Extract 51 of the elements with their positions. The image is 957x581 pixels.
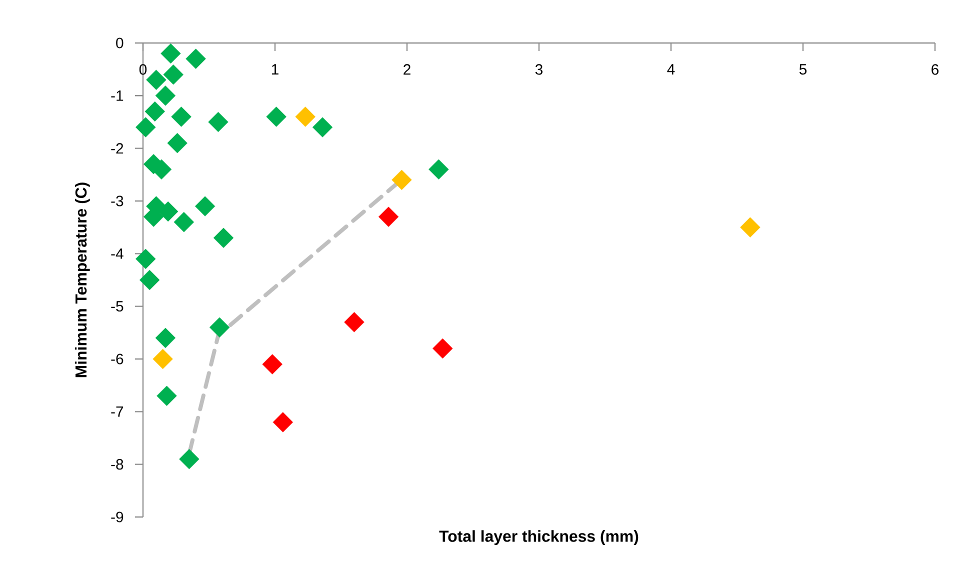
point (146, 70, 166, 90)
point (152, 348, 173, 370)
y-tick-label: -3 (111, 196, 124, 206)
point (740, 217, 760, 238)
x-tick-label: 2 (404, 64, 410, 75)
point (378, 206, 399, 227)
point (194, 196, 216, 216)
point (344, 312, 364, 332)
point (155, 328, 176, 348)
point (136, 248, 156, 270)
y-tick-label: -7 (111, 406, 124, 417)
point (392, 170, 412, 190)
y-tick-label: -2 (111, 143, 124, 154)
point (262, 354, 282, 374)
x-tick-label: 3 (535, 64, 542, 75)
x-tick-label: 5 (799, 64, 807, 75)
y-axis-title: Minimum Temperature (C) (74, 182, 90, 378)
point (312, 117, 333, 138)
point (136, 117, 156, 138)
y-tick-label: -9 (111, 512, 124, 522)
point (272, 412, 294, 432)
point (213, 228, 234, 248)
point (156, 386, 177, 406)
x-tick-label: 6 (932, 64, 939, 75)
point (144, 101, 165, 122)
point (179, 448, 200, 470)
point (432, 338, 453, 359)
point (428, 159, 449, 180)
y-tick-label: -4 (111, 248, 124, 259)
y-tick-label: -8 (111, 459, 124, 470)
y-tick-label: -5 (111, 301, 124, 312)
point (155, 86, 176, 106)
point (208, 112, 228, 132)
point (266, 106, 286, 127)
y-tick-label: -6 (111, 354, 124, 364)
x-tick-label: 4 (667, 64, 675, 74)
x-tick-label: 1 (272, 64, 278, 74)
y-tick-label: 0 (116, 38, 124, 48)
point (158, 201, 178, 222)
point (140, 270, 160, 290)
point (171, 106, 192, 127)
point (160, 43, 181, 64)
y-tick-label: -1 (111, 90, 124, 101)
point (186, 48, 206, 69)
x-axis-title: Total layer thickness (mm) (439, 530, 638, 546)
point (295, 106, 316, 127)
point (209, 317, 230, 338)
x-tick-label: 0 (139, 64, 147, 75)
point (174, 212, 194, 232)
point (167, 132, 188, 154)
point (163, 64, 184, 85)
